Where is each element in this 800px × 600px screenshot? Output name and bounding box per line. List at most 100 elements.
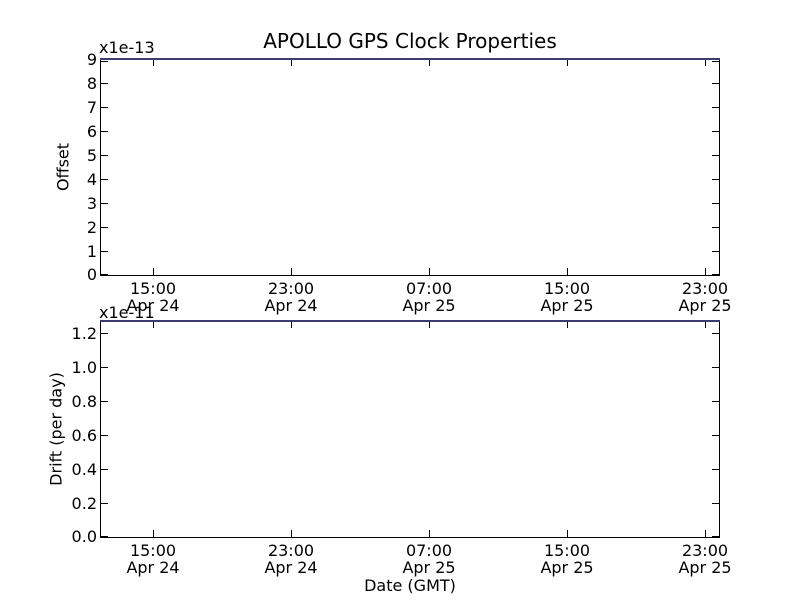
x-tick-time: 15:00 [129,541,177,560]
drift-top-edge-line [100,320,720,322]
x-tick [567,530,568,537]
drift-plot-axes: x1e-11 Drift (per day) 0.0 0.2 0.4 0.6 0… [47,303,732,576]
y-tick [101,401,108,402]
x-tick-date: Apr 25 [678,558,732,577]
drift-exponent-label: x1e-11 [99,303,155,322]
x-tick [153,60,154,66]
y-tick [712,333,719,334]
y-tick-label: 0.0 [71,527,97,546]
x-tick-date: Apr 24 [264,296,318,315]
y-tick [101,155,108,156]
x-tick-label: 07:00 Apr 25 [381,280,477,314]
y-tick [101,251,108,252]
y-tick [712,83,719,84]
x-tick [153,268,154,275]
x-tick-date: Apr 25 [540,558,594,577]
y-tick [101,333,108,334]
y-tick [101,274,108,275]
y-tick-label: 0.4 [71,460,97,479]
y-tick [712,61,719,62]
y-tick [712,435,719,436]
y-tick [101,131,108,132]
offset-plot-axes: x1e-13 Offset 0 1 2 3 4 5 6 7 8 9 15:00 [54,38,732,314]
x-tick [429,530,430,537]
y-tick-label: 7 [86,98,97,117]
y-tick [101,61,108,62]
x-tick-time: 07:00 [405,541,453,560]
x-tick-date: Apr 25 [402,296,456,315]
y-tick-label: 8 [86,74,97,93]
y-tick [712,203,719,204]
x-tick-label: 15:00 Apr 25 [519,280,615,314]
x-tick [153,530,154,537]
y-tick-label: 3 [86,194,97,213]
x-tick [429,60,430,66]
x-tick-label: 15:00 Apr 25 [519,542,615,576]
y-tick [712,251,719,252]
y-tick [712,179,719,180]
x-tick [429,322,430,328]
y-tick [712,401,719,402]
y-tick [101,83,108,84]
x-tick-time: 23:00 [681,541,729,560]
x-tick-label: 23:00 Apr 24 [243,280,339,314]
x-tick-label: 23:00 Apr 25 [657,280,753,314]
y-tick [101,536,108,537]
y-tick-label: 0.8 [71,392,97,411]
y-tick [712,503,719,504]
x-tick-time: 07:00 [405,279,453,298]
y-tick-label: 9 [86,50,97,69]
x-tick [291,60,292,66]
x-tick-label: 23:00 Apr 24 [243,542,339,576]
y-tick [101,179,108,180]
x-tick-time: 23:00 [267,279,315,298]
y-tick [101,469,108,470]
y-tick [101,203,108,204]
x-tick-time: 15:00 [129,279,177,298]
x-tick-date: Apr 25 [678,296,732,315]
y-tick [712,131,719,132]
x-tick [291,530,292,537]
x-tick [429,268,430,275]
x-tick-date: Apr 25 [402,558,456,577]
x-tick-time: 15:00 [543,279,591,298]
x-tick-label: 15:00 Apr 24 [105,542,201,576]
y-tick [712,274,719,275]
x-tick-date: Apr 24 [126,558,180,577]
x-tick [705,268,706,275]
x-tick [567,322,568,328]
chart-title: APOLLO GPS Clock Properties [263,29,557,53]
y-tick-label: 6 [86,122,97,141]
x-tick [567,60,568,66]
offset-exponent-label: x1e-13 [99,38,155,57]
x-tick-date: Apr 25 [540,296,594,315]
offset-top-edge-line [100,58,720,60]
y-tick-label: 0.6 [71,426,97,445]
x-tick-date: Apr 24 [126,296,180,315]
y-tick [712,227,719,228]
y-tick-label: 0 [86,265,97,284]
x-tick [705,530,706,537]
y-tick [712,155,719,156]
y-tick-label: 5 [86,146,97,165]
x-tick-label: 15:00 Apr 24 [105,280,201,314]
x-tick-time: 23:00 [267,541,315,560]
x-tick [705,60,706,66]
x-tick-label: 23:00 Apr 25 [657,542,753,576]
y-tick [101,367,108,368]
x-axis-label: Date (GMT) [364,576,456,595]
x-tick [705,322,706,328]
x-tick-time: 15:00 [543,541,591,560]
y-tick [101,107,108,108]
y-tick-label: 0.2 [71,494,97,513]
x-tick-time: 23:00 [681,279,729,298]
x-tick [153,322,154,328]
x-tick [291,268,292,275]
y-tick [712,469,719,470]
y-tick [712,367,719,368]
y-tick [101,503,108,504]
y-tick-label: 1.0 [71,358,97,377]
y-tick [712,107,719,108]
x-tick-label: 07:00 Apr 25 [381,542,477,576]
